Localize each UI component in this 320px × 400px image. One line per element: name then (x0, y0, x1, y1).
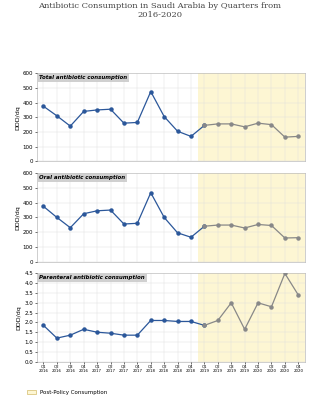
Y-axis label: DDD/dq: DDD/dq (15, 105, 20, 130)
Text: Antibiotic Consumption in Saudi Arabia by Quarters from
2016-2020: Antibiotic Consumption in Saudi Arabia b… (38, 2, 282, 19)
Text: Total antibiotic consumption: Total antibiotic consumption (39, 75, 128, 80)
Bar (198, 73, 305, 161)
Text: Oral antibiotic consumption: Oral antibiotic consumption (39, 175, 125, 180)
Legend: Post-Policy Consumption: Post-Policy Consumption (25, 387, 110, 397)
Y-axis label: DDD/dq: DDD/dq (15, 205, 20, 230)
Bar (198, 173, 305, 262)
Y-axis label: DDD/dq: DDD/dq (17, 305, 22, 330)
Text: Parenteral antibiotic consumption: Parenteral antibiotic consumption (39, 275, 145, 280)
Bar (198, 274, 305, 362)
